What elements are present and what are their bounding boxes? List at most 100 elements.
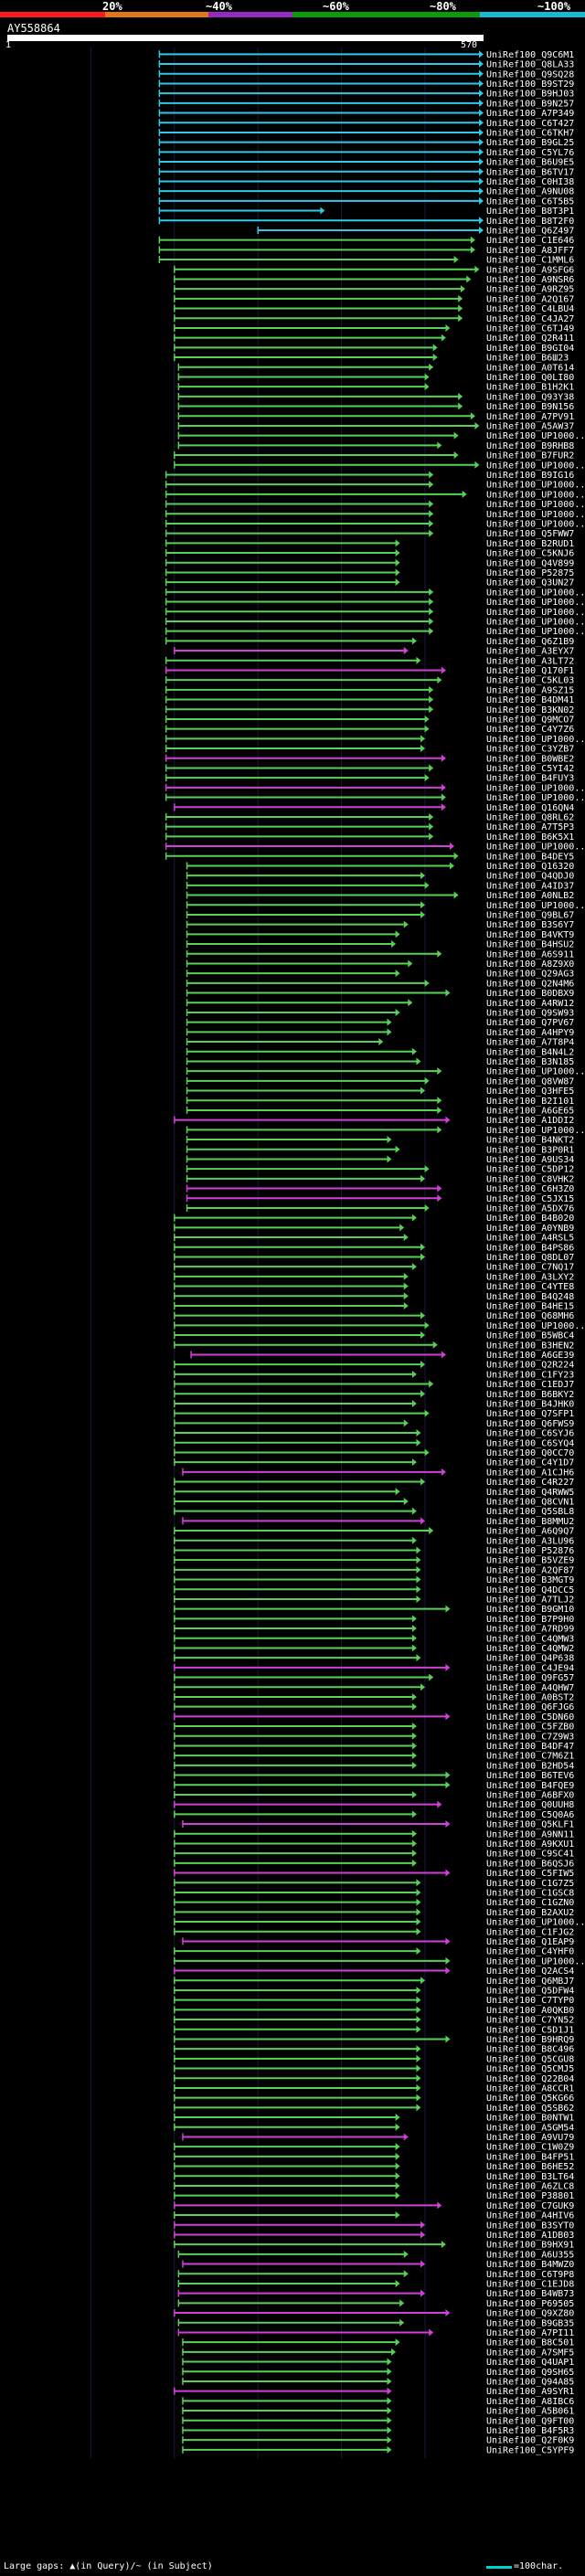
- hit-end-arrow: [441, 783, 446, 791]
- hit-label: UniRef100_A9US34: [486, 1155, 574, 1165]
- hit-row: UniRef100_A9NN11: [174, 1829, 574, 1839]
- hit-row: UniRef100_UP1000..: [165, 617, 585, 627]
- hit-label: UniRef100_A3LU96: [486, 1536, 574, 1546]
- hit-end-arrow: [395, 2211, 400, 2220]
- hit-row: UniRef100_B9GB35: [177, 2318, 574, 2328]
- hit-row: UniRef100_Q9XZ80: [174, 2309, 574, 2319]
- hit-row: UniRef100_A0QKB0: [174, 2006, 574, 2016]
- hit-row: UniRef100_A2QF87: [174, 1565, 574, 1575]
- hit-end-arrow: [441, 1468, 446, 1476]
- hit-end-arrow: [411, 1263, 417, 1271]
- hit-end-arrow: [416, 1546, 421, 1554]
- hit-row: UniRef100_B5WBC4: [174, 1331, 574, 1341]
- alignment-plot: UniRef100_Q9C6M1UniRef100_Q8LA33UniRef10…: [90, 48, 585, 2459]
- hit-label: UniRef100_UP1000..: [486, 793, 585, 803]
- hit-label: UniRef100_A3LXY2: [486, 1272, 574, 1282]
- hit-label: UniRef100_B7P9H0: [486, 1615, 574, 1625]
- hit-end-arrow: [437, 2201, 442, 2210]
- hit-label: UniRef100_C6TJ49: [486, 323, 574, 334]
- hit-row: UniRef100_Q16320: [186, 862, 574, 872]
- hit-label: UniRef100_Q2R411: [486, 334, 574, 344]
- hit-label: UniRef100_C7GUK9: [486, 2201, 574, 2211]
- hit-row: UniRef100_C1E646: [158, 236, 574, 246]
- hit-end-arrow: [441, 1351, 446, 1359]
- hit-label: UniRef100_B6QSJ6: [486, 1859, 574, 1869]
- hit-end-arrow: [395, 2338, 400, 2347]
- hit-end-arrow: [445, 1771, 451, 1779]
- hit-label: UniRef100_B9HJ03: [486, 90, 574, 100]
- legend-scale: =100char.: [514, 2561, 564, 2571]
- hit-row: UniRef100_A4ID37: [186, 881, 574, 891]
- hit-end-arrow: [420, 1174, 426, 1182]
- hit-end-arrow: [458, 314, 463, 323]
- hit-row: UniRef100_A3LXY2: [174, 1272, 574, 1282]
- hit-row: UniRef100_Q9FT00: [182, 2416, 574, 2426]
- hit-row: UniRef100_B3N185: [186, 1057, 574, 1067]
- hit-end-arrow: [420, 1311, 426, 1320]
- hit-label: UniRef100_A7TLJ2: [486, 1595, 574, 1605]
- hit-end-arrow: [416, 2104, 421, 2112]
- hit-label: UniRef100_A6U355: [486, 2250, 574, 2260]
- hit-end-arrow: [429, 705, 434, 714]
- hit-row: UniRef100_UP1000..: [165, 843, 585, 853]
- hit-end-arrow: [441, 2241, 446, 2249]
- hit-label: UniRef100_Q6Z497: [486, 226, 574, 236]
- hit-label: UniRef100_A4ID37: [486, 881, 574, 891]
- hit-row: UniRef100_A4HPY9: [186, 1028, 574, 1038]
- identity-color-scale: 20% ~40% ~60% ~80% ~100%: [0, 0, 585, 18]
- hit-end-arrow: [411, 1399, 417, 1407]
- legend-gaps: Large gaps: ▲(in Query)/~ (in Subject): [4, 2561, 213, 2571]
- hit-label: UniRef100_UP1000..: [486, 843, 585, 853]
- hit-label: UniRef100_Q1EAP9: [486, 1937, 574, 1947]
- hit-end-arrow: [387, 1155, 392, 1163]
- hit-row: UniRef100_A0NLB2: [186, 891, 574, 901]
- hit-end-arrow: [424, 979, 430, 987]
- hit-row: UniRef100_UP1000..: [165, 608, 585, 618]
- hit-end-arrow: [387, 2416, 392, 2424]
- hit-row: UniRef100_B9N257: [158, 99, 574, 109]
- hit-end-arrow: [424, 373, 430, 381]
- hit-end-arrow: [437, 1097, 442, 1105]
- hit-label: UniRef100_Q4DCC5: [486, 1585, 574, 1595]
- hit-row: UniRef100_C1GSC8: [174, 1888, 574, 1898]
- hit-end-arrow: [387, 2368, 392, 2376]
- hit-row: UniRef100_C1MML6: [158, 256, 574, 266]
- hit-label: UniRef100_B9N257: [486, 99, 574, 109]
- hit-end-arrow: [441, 334, 446, 342]
- hit-label: UniRef100_C6T427: [486, 119, 574, 129]
- hit-row: UniRef100_UP1000..: [174, 1956, 585, 1966]
- hit-end-arrow: [420, 1390, 426, 1398]
- hit-end-arrow: [437, 1126, 442, 1134]
- hit-row: UniRef100_Q8DL07: [174, 1253, 574, 1263]
- hit-row: UniRef100_Q94A85: [182, 2377, 574, 2387]
- hit-row: UniRef100_C5DP12: [186, 1165, 574, 1175]
- hit-label: UniRef100_A0QKB0: [486, 2006, 574, 2016]
- hit-label: UniRef100_Q8CVN1: [486, 1497, 574, 1507]
- hit-end-arrow: [424, 774, 430, 782]
- scale-band-purple: [208, 12, 292, 17]
- hit-end-arrow: [420, 1331, 426, 1340]
- hit-end-arrow: [437, 949, 442, 958]
- hit-label: UniRef100_C8VHK2: [486, 1174, 574, 1184]
- hit-row: UniRef100_Q0UUH8: [174, 1800, 574, 1810]
- hit-row: UniRef100_C5KNJ6: [165, 549, 574, 559]
- hit-label: UniRef100_Q170F1: [486, 666, 574, 676]
- hit-label: UniRef100_C1EJD8: [486, 2279, 574, 2289]
- hit-label: UniRef100_UP1000..: [486, 490, 585, 500]
- query-start: 1: [5, 40, 12, 50]
- hit-end-arrow: [395, 539, 400, 547]
- hit-end-arrow: [420, 1683, 426, 1691]
- hit-end-arrow: [429, 1673, 434, 1681]
- hit-end-arrow: [395, 1008, 400, 1016]
- hit-end-arrow: [420, 2221, 426, 2229]
- hit-row: UniRef100_C1EJD8: [177, 2279, 574, 2289]
- hit-end-arrow: [387, 2358, 392, 2366]
- hit-end-arrow: [445, 1781, 451, 1789]
- hit-end-arrow: [391, 940, 397, 949]
- hit-row: UniRef100_B8MMU2: [182, 1517, 574, 1527]
- hit-end-arrow: [470, 412, 475, 420]
- hit-label: UniRef100_B3HEN2: [486, 1341, 574, 1351]
- hit-end-arrow: [387, 1018, 392, 1026]
- hit-label: UniRef100_Q5DFW4: [486, 1986, 574, 1996]
- hit-label: UniRef100_UP1000..: [486, 519, 585, 529]
